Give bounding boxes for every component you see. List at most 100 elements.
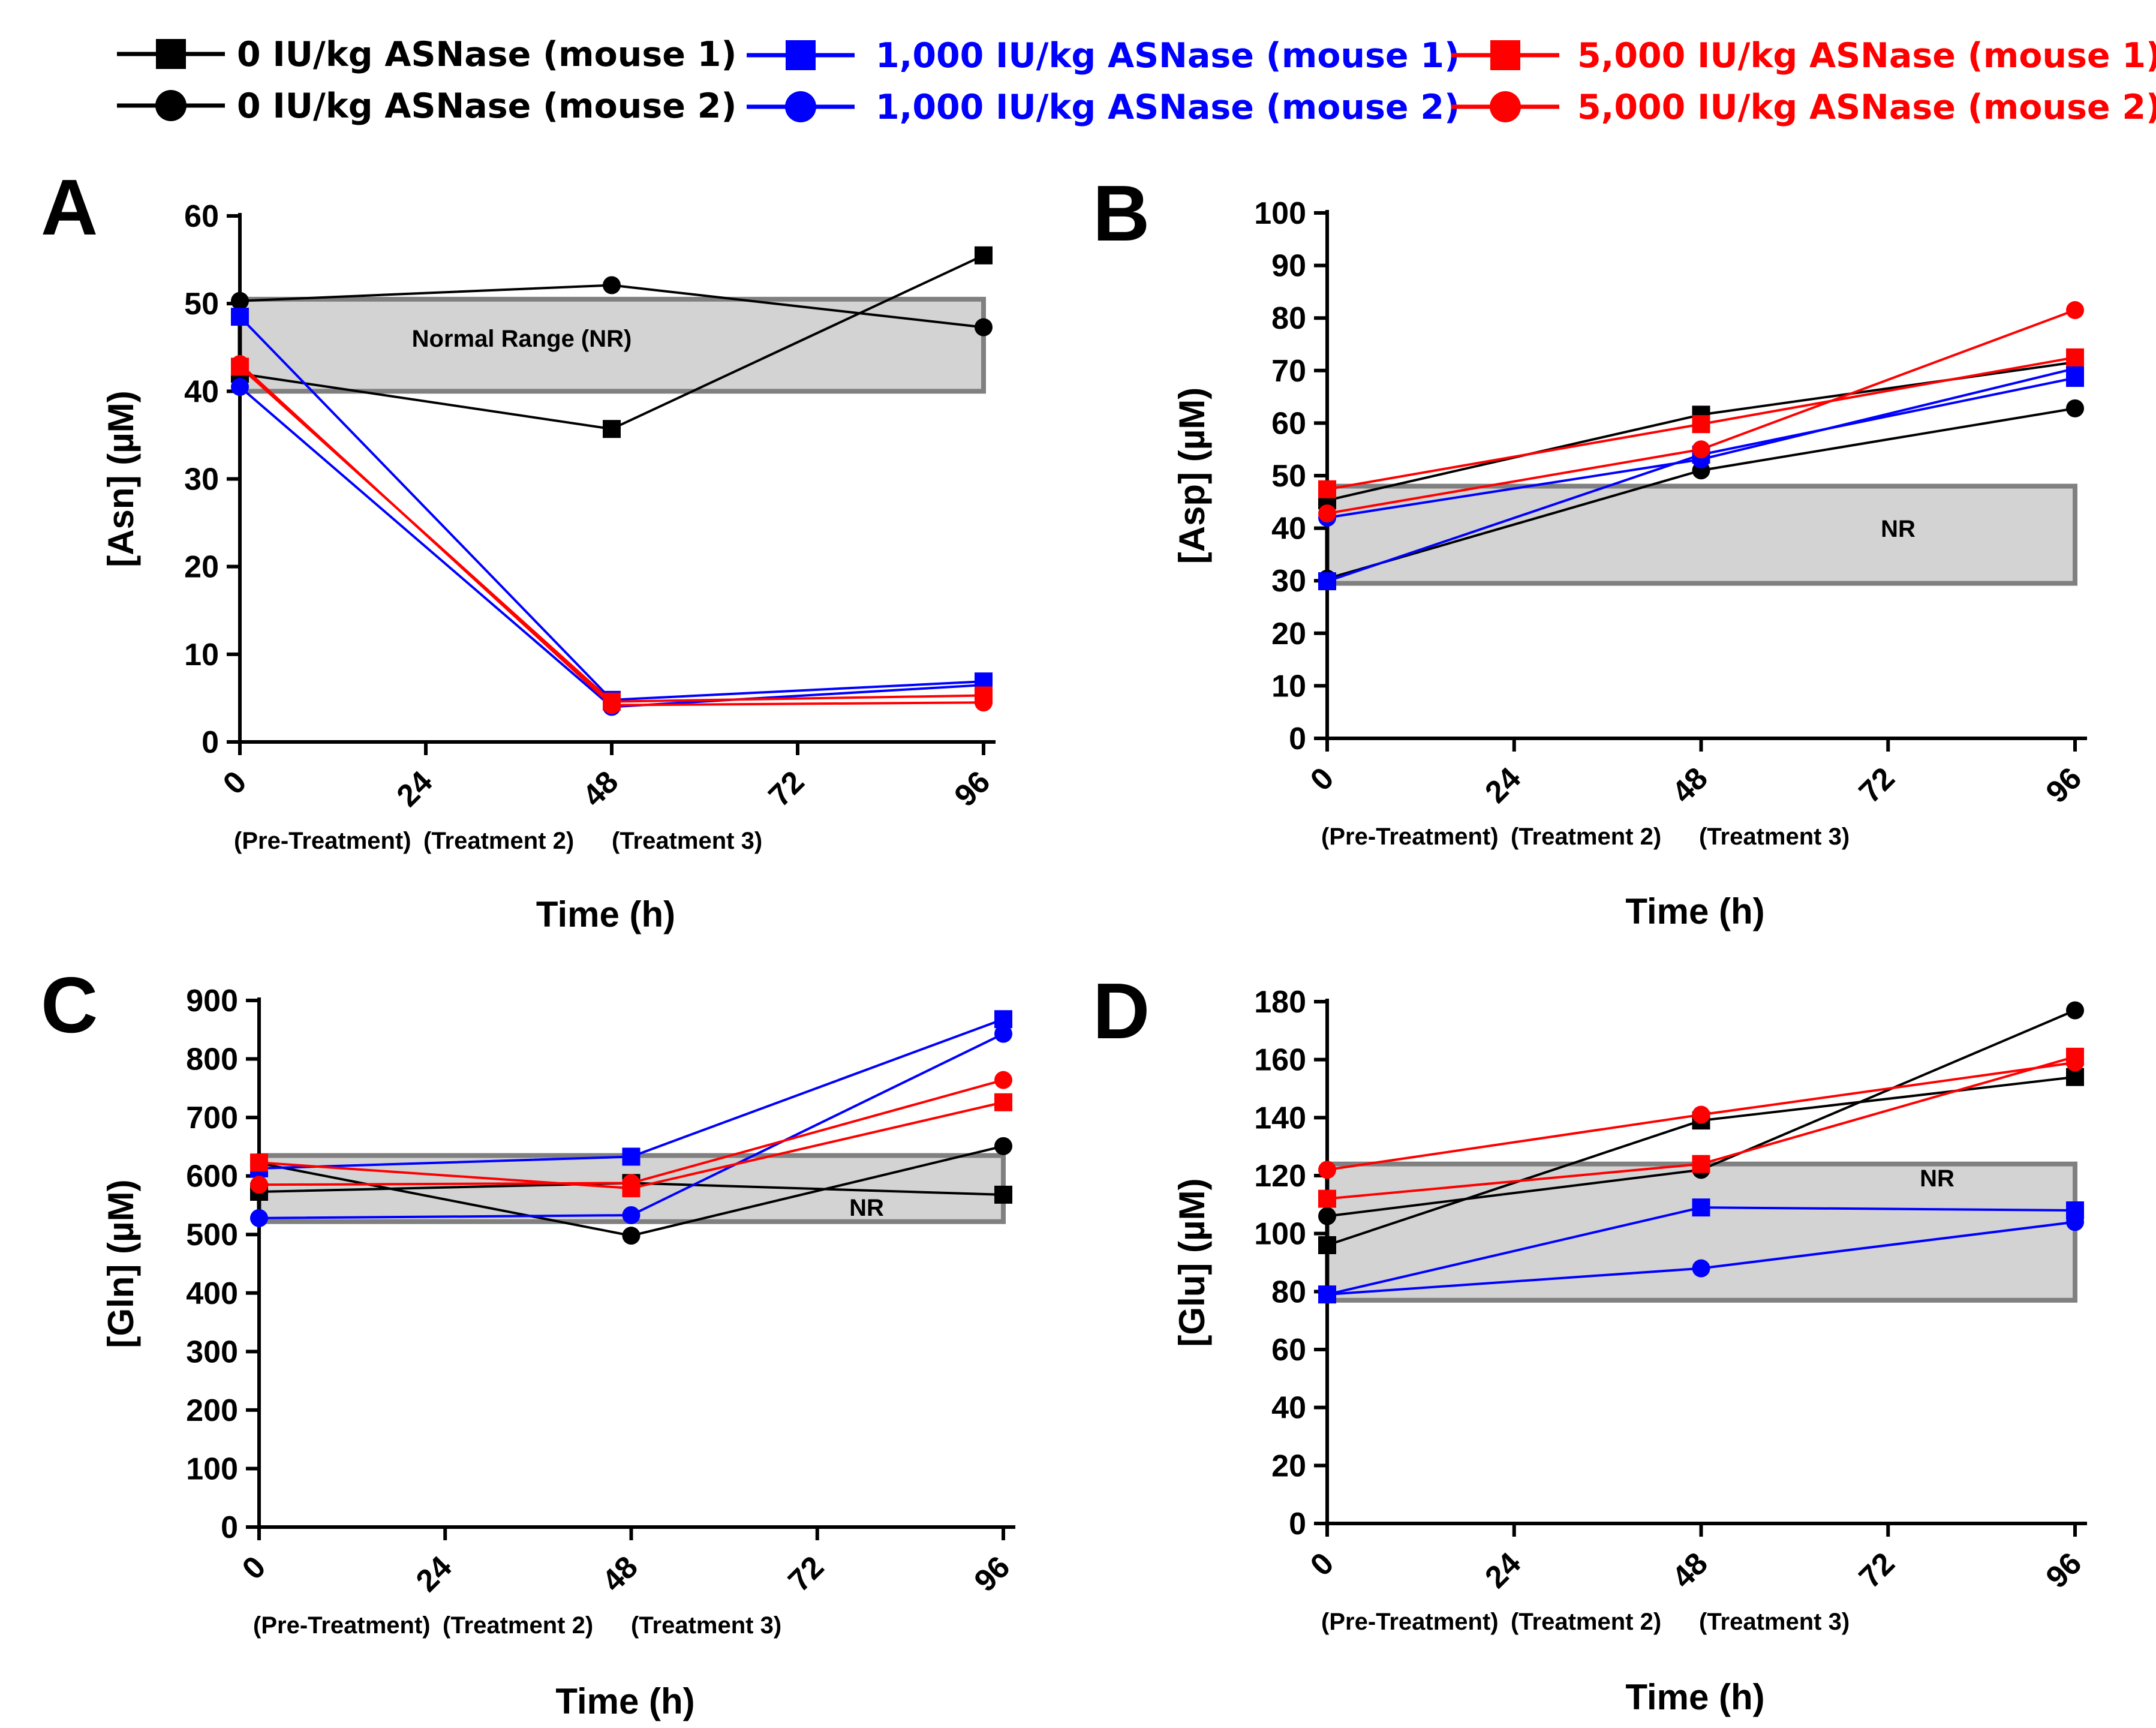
x-tick-label: 96: [2040, 1546, 2089, 1595]
x-sublabel: (Treatment 3): [1699, 1609, 1850, 1635]
y-tick-label: 60: [1271, 1333, 1306, 1368]
x-sublabel: (Treatment 3): [631, 1612, 781, 1639]
y-tick-label: 20: [184, 550, 219, 585]
y-tick-label: 0: [1289, 1507, 1306, 1541]
y-tick-label: 180: [1254, 985, 1306, 1020]
data-point-circle: [231, 291, 249, 310]
normal-range-label: NR: [1920, 1165, 1954, 1192]
y-tick-label: 200: [186, 1393, 238, 1428]
y-tick-label: 0: [202, 725, 219, 760]
y-tick-label: 80: [1271, 1275, 1306, 1309]
panel-letter-d: D: [1093, 967, 1150, 1055]
data-point-square: [1692, 1155, 1710, 1173]
y-tick-label: 30: [1271, 564, 1306, 599]
legend: 0 IU/kg ASNase (mouse 1) 0 IU/kg ASNase …: [0, 0, 2156, 144]
data-point-circle: [1318, 1207, 1336, 1225]
x-tick-label: 0: [1304, 1546, 1340, 1582]
data-point-square: [250, 1153, 268, 1172]
x-sublabel: (Treatment 2): [423, 828, 574, 854]
y-tick-label: 30: [184, 462, 219, 497]
y-tick-label: 60: [184, 199, 219, 234]
y-tick-label: 40: [1271, 512, 1306, 546]
data-point-square: [1692, 415, 1710, 434]
y-tick-label: 900: [186, 984, 238, 1018]
data-point-circle: [2066, 399, 2084, 417]
x-sublabel: (Pre-Treatment): [253, 1612, 431, 1639]
data-point-circle: [231, 355, 249, 374]
x-tick-label: 24: [1478, 1546, 1527, 1595]
data-point-circle: [1318, 1161, 1336, 1179]
y-tick-label: 160: [1254, 1043, 1306, 1078]
y-tick-label: 120: [1254, 1159, 1306, 1194]
y-tick-label: 700: [186, 1101, 238, 1135]
data-point-square: [994, 1093, 1012, 1111]
y-tick-label: 20: [1271, 1448, 1306, 1483]
legend-label: 5,000 IU/kg ASNase (mouse 1): [1577, 36, 2156, 76]
y-tick-label: 100: [1254, 1217, 1306, 1252]
y-tick-label: 60: [1271, 406, 1306, 441]
x-sublabel: (Treatment 2): [1511, 1609, 1661, 1635]
panel-letter-c: C: [41, 961, 98, 1049]
y-tick-label: 40: [184, 374, 219, 409]
data-point-circle: [1318, 1285, 1336, 1304]
data-point-circle: [622, 1174, 641, 1192]
data-point-square: [975, 246, 993, 265]
y-tick-label: 0: [221, 1510, 238, 1545]
data-point-circle: [2066, 1053, 2084, 1072]
y-tick-label: 100: [186, 1451, 238, 1486]
x-tick-label: 48: [1665, 1546, 1715, 1595]
x-sublabel: (Pre-Treatment): [1321, 824, 1499, 850]
data-point-circle: [250, 1176, 268, 1194]
data-point-circle: [231, 378, 249, 396]
data-point-square: [603, 420, 621, 438]
data-point-circle: [1692, 440, 1710, 459]
y-tick-label: 10: [1271, 669, 1306, 704]
legend-label: 0 IU/kg ASNase (mouse 1): [237, 35, 737, 74]
data-point-square: [1318, 1189, 1336, 1208]
y-tick-label: 500: [186, 1218, 238, 1252]
y-tick-label: 50: [184, 287, 219, 321]
normal-range-box: [1325, 1161, 2077, 1303]
data-point-circle: [975, 318, 993, 336]
y-tick-label: 40: [1271, 1391, 1306, 1426]
data-point-circle: [622, 1227, 641, 1245]
data-point-circle: [2066, 1213, 2084, 1231]
y-axis-label: [Asn] (µM): [101, 390, 141, 567]
data-point-square: [2066, 348, 2084, 366]
data-point-circle: [994, 1024, 1012, 1043]
data-point-circle: [250, 1209, 268, 1227]
y-tick-label: 80: [1271, 301, 1306, 336]
normal-range-box: [1325, 483, 2077, 586]
panel-letter-b: B: [1093, 169, 1150, 257]
x-sublabel: (Pre-Treatment): [234, 828, 411, 854]
panel-letter-a: A: [41, 163, 98, 251]
x-sublabel: (Treatment 2): [1511, 824, 1661, 850]
legend-label: 5,000 IU/kg ASNase (mouse 2): [1577, 88, 2156, 127]
x-sublabel: (Treatment 3): [1699, 824, 1850, 850]
y-tick-label: 140: [1254, 1101, 1306, 1135]
legend-label: 0 IU/kg ASNase (mouse 2): [237, 86, 737, 126]
data-point-circle: [1692, 1105, 1710, 1124]
data-point-circle: [2066, 301, 2084, 320]
normal-range-label: Normal Range (NR): [412, 326, 632, 352]
y-tick-label: 100: [1254, 196, 1306, 231]
x-sublabel: (Treatment 2): [443, 1612, 593, 1639]
y-tick-label: 600: [186, 1159, 238, 1194]
data-point-square: [994, 1185, 1012, 1204]
normal-range-label: NR: [849, 1195, 884, 1221]
data-point-circle: [1692, 1259, 1710, 1278]
y-tick-label: 10: [184, 638, 219, 672]
data-point-circle: [994, 1137, 1012, 1155]
y-axis-label: [Glu] (µM): [1172, 1178, 1212, 1347]
normal-range-label: NR: [1881, 516, 1916, 542]
y-tick-label: 70: [1271, 354, 1306, 389]
legend-label: 1,000 IU/kg ASNase (mouse 1): [876, 36, 1460, 76]
data-point-circle: [603, 696, 621, 714]
data-point-circle: [603, 276, 621, 294]
x-axis-label: Time (h): [536, 894, 675, 934]
y-tick-label: 300: [186, 1335, 238, 1369]
